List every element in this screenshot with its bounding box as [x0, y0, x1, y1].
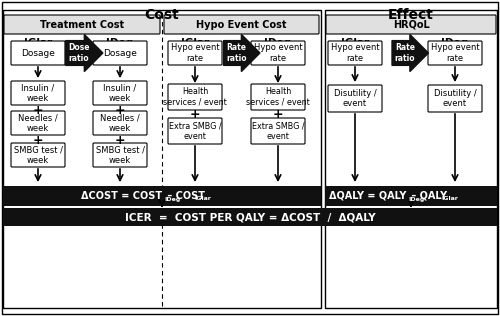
FancyBboxPatch shape	[93, 111, 147, 135]
Text: Treatment Cost: Treatment Cost	[40, 20, 124, 29]
FancyBboxPatch shape	[93, 81, 147, 105]
Text: Hypo event
rate: Hypo event rate	[330, 43, 380, 63]
FancyBboxPatch shape	[11, 81, 65, 105]
Text: Dose
ratio: Dose ratio	[68, 43, 90, 63]
FancyBboxPatch shape	[11, 143, 65, 167]
Text: IDeg: IDeg	[106, 38, 134, 48]
Text: ΔCOST = COST: ΔCOST = COST	[81, 191, 162, 201]
Bar	[3, 10, 321, 308]
Text: Extra SMBG /
event: Extra SMBG / event	[252, 121, 304, 141]
FancyBboxPatch shape	[251, 41, 305, 65]
FancyBboxPatch shape	[93, 41, 147, 65]
Text: IGlar: IGlar	[341, 38, 369, 48]
Text: ΔQALY = QALY: ΔQALY = QALY	[328, 191, 406, 201]
Text: IDeg: IDeg	[408, 197, 424, 202]
Bar	[325, 186, 497, 206]
FancyBboxPatch shape	[328, 85, 382, 112]
Text: Effect: Effect	[388, 8, 434, 22]
Text: – QALY: – QALY	[408, 191, 447, 201]
Text: Needles /
week: Needles / week	[18, 113, 58, 133]
FancyBboxPatch shape	[168, 41, 222, 65]
Text: Extra SMBG /
event: Extra SMBG / event	[168, 121, 222, 141]
Text: Cost: Cost	[144, 8, 180, 22]
FancyBboxPatch shape	[251, 118, 305, 144]
Text: SMBG test /
week: SMBG test / week	[14, 145, 62, 165]
FancyBboxPatch shape	[326, 15, 496, 34]
Text: Needles /
week: Needles / week	[100, 113, 140, 133]
FancyBboxPatch shape	[164, 15, 319, 34]
FancyBboxPatch shape	[4, 15, 160, 34]
Text: +: +	[32, 133, 44, 147]
Text: Insulin /
week: Insulin / week	[104, 83, 136, 103]
Text: Hypo Event Cost: Hypo Event Cost	[196, 20, 287, 29]
Text: Rate
ratio: Rate ratio	[394, 43, 415, 63]
Text: Dosage: Dosage	[21, 48, 55, 58]
Text: Hypo event
rate: Hypo event rate	[170, 43, 220, 63]
Text: Health
services / event: Health services / event	[246, 87, 310, 107]
Text: HRQoL: HRQoL	[392, 20, 430, 29]
FancyBboxPatch shape	[168, 118, 222, 144]
FancyBboxPatch shape	[251, 84, 305, 110]
FancyBboxPatch shape	[328, 41, 382, 65]
Text: Hypo event
rate: Hypo event rate	[254, 43, 302, 63]
Text: Disutility /
event: Disutility / event	[434, 89, 476, 108]
Bar	[3, 186, 321, 206]
Text: IDeg: IDeg	[442, 38, 468, 48]
Bar	[3, 208, 497, 226]
Text: Hypo event
rate: Hypo event rate	[430, 43, 480, 63]
Text: IDeg: IDeg	[164, 197, 180, 202]
Text: IGlar: IGlar	[194, 197, 211, 202]
Text: Disutility /
event: Disutility / event	[334, 89, 376, 108]
Text: Health
services / event: Health services / event	[163, 87, 227, 107]
Text: Rate
ratio: Rate ratio	[226, 43, 247, 63]
Text: IDeg: IDeg	[264, 38, 291, 48]
Text: Dosage: Dosage	[103, 48, 137, 58]
Text: +: +	[114, 104, 126, 117]
Text: +: +	[272, 108, 283, 121]
Text: ICER  =  COST PER QALY = ΔCOST  /  ΔQALY: ICER = COST PER QALY = ΔCOST / ΔQALY	[124, 212, 376, 222]
Text: IGlar: IGlar	[441, 197, 458, 202]
FancyBboxPatch shape	[11, 111, 65, 135]
FancyBboxPatch shape	[428, 41, 482, 65]
Text: Insulin /
week: Insulin / week	[22, 83, 54, 103]
FancyBboxPatch shape	[93, 143, 147, 167]
Bar	[325, 10, 497, 308]
FancyBboxPatch shape	[168, 84, 222, 110]
FancyBboxPatch shape	[11, 41, 65, 65]
Text: SMBG test /
week: SMBG test / week	[96, 145, 144, 165]
Text: – COST: – COST	[164, 191, 205, 201]
Text: +: +	[190, 108, 200, 121]
Text: IGlar: IGlar	[24, 38, 52, 48]
FancyBboxPatch shape	[428, 85, 482, 112]
Text: +: +	[32, 104, 44, 117]
Text: +: +	[114, 133, 126, 147]
Text: IGlar: IGlar	[181, 38, 209, 48]
